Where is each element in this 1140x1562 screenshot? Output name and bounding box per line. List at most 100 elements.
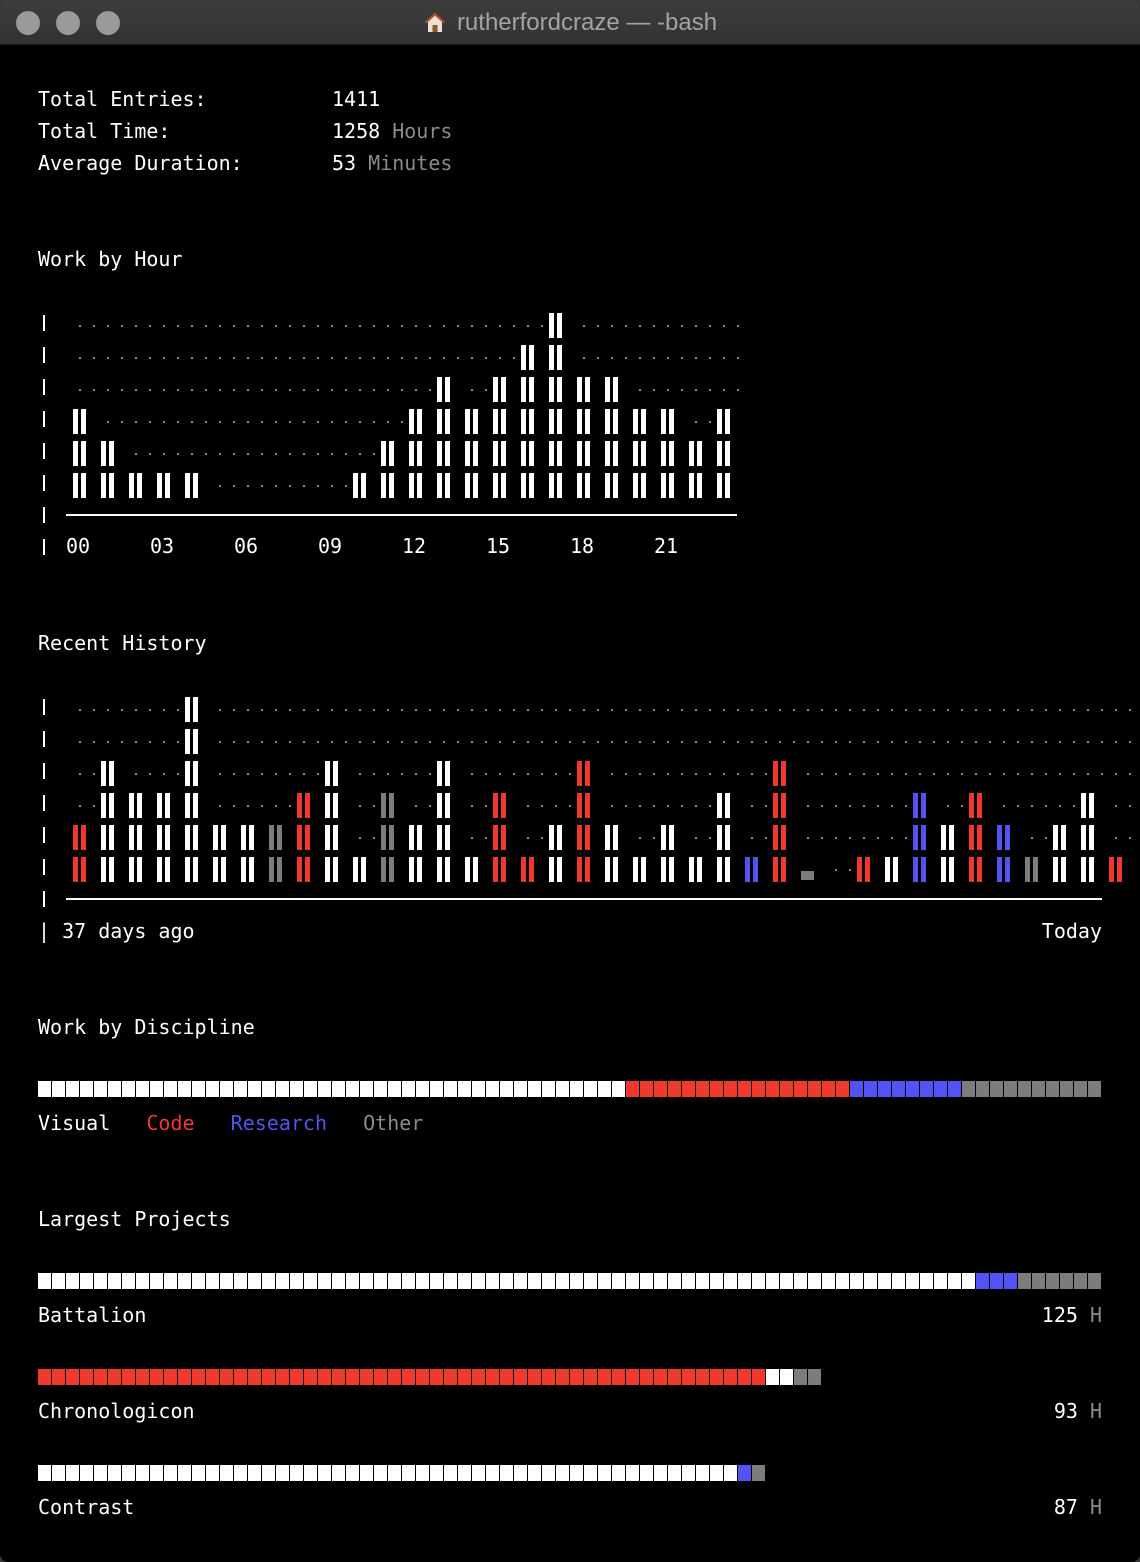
discipline-cell (486, 1081, 499, 1097)
discipline-cell (976, 1081, 989, 1097)
history-grid-dot (1003, 709, 1005, 711)
history-bar-cell (1025, 857, 1030, 882)
hour-bar-cell (73, 409, 78, 434)
project-0-cell (500, 1273, 513, 1289)
discipline-cell (164, 1081, 177, 1097)
discipline-cell (1032, 1081, 1045, 1097)
hour-bar-cell (641, 409, 646, 434)
hour-grid-dot (723, 357, 725, 359)
close-button[interactable] (16, 11, 40, 35)
hour-grid-dot (317, 421, 319, 423)
history-grid-dot (877, 773, 879, 775)
hour-bar-cell (109, 473, 114, 498)
hour-grid-dot (611, 325, 613, 327)
history-grid-dot (975, 709, 977, 711)
history-grid-dot (779, 741, 781, 743)
history-bar-cell (913, 793, 918, 818)
project-0-cell (80, 1273, 93, 1289)
history-grid-dot (835, 773, 837, 775)
history-bar-cell (445, 761, 450, 786)
discipline-cell (332, 1081, 345, 1097)
project-1-cell (430, 1369, 443, 1385)
history-bar-cell (781, 761, 786, 786)
hour-grid-dot (233, 389, 235, 391)
hour-bar-cell (437, 409, 442, 434)
history-bar-cell (389, 793, 394, 818)
hour-grid-dot (359, 389, 361, 391)
hour-bar-cell (409, 473, 414, 498)
history-grid-dot (359, 741, 361, 743)
history-grid-dot (695, 741, 697, 743)
history-grid-dot (1101, 709, 1103, 711)
hour-grid-dot (191, 421, 193, 423)
history-grid-dot (695, 805, 697, 807)
history-grid-dot (639, 805, 641, 807)
title-bar[interactable]: rutherfordcraze — -bash (0, 0, 1140, 45)
project-hours-0: 125 (1041, 1303, 1078, 1327)
history-bar-cell (241, 825, 246, 850)
history-bar-cell (1117, 857, 1122, 882)
project-0-cell (626, 1273, 639, 1289)
history-grid-dot (429, 805, 431, 807)
history-bar-cell (137, 857, 142, 882)
project-0-cell (1046, 1273, 1059, 1289)
hour-bar-cell (557, 377, 562, 402)
project-1-cell (234, 1369, 247, 1385)
history-grid-dot (1031, 773, 1033, 775)
project-0-cell (752, 1273, 765, 1289)
project-unit-0: H (1089, 1303, 1102, 1327)
history-bar-cell (913, 825, 918, 850)
project-0-cell (234, 1273, 247, 1289)
history-bar-cell (297, 825, 302, 850)
project-2-cell (528, 1465, 541, 1481)
hour-grid-dot (93, 357, 95, 359)
history-bar-cell (129, 857, 134, 882)
history-grid-dot (261, 709, 263, 711)
hour-grid-dot (471, 357, 473, 359)
history-grid-dot (597, 741, 599, 743)
history-bar-cell (773, 857, 778, 882)
hour-grid-dot (597, 325, 599, 327)
project-2-cell (234, 1465, 247, 1481)
history-grid-dot (751, 805, 753, 807)
history-bar-cell (605, 857, 610, 882)
hour-axis-pipe (43, 411, 45, 427)
project-1-cell (192, 1369, 205, 1385)
project-1-cell (80, 1369, 93, 1385)
hour-tick-label: 18 (570, 534, 594, 558)
project-1-cell (584, 1369, 597, 1385)
hour-bar-cell (417, 441, 422, 466)
history-grid-dot (1045, 773, 1047, 775)
project-hours-0-line: 125 H (1042, 1303, 1102, 1327)
zoom-button[interactable] (96, 11, 120, 35)
history-bar-cell (221, 825, 226, 850)
history-grid-dot (989, 709, 991, 711)
project-1-cell (94, 1369, 107, 1385)
history-bar-cell (73, 857, 78, 882)
project-1-cell (66, 1369, 79, 1385)
history-grid-dot (1115, 805, 1117, 807)
history-bar-cell (101, 825, 106, 850)
history-bar-cell (745, 857, 750, 882)
hour-bar-cell (605, 441, 610, 466)
discipline-cell (990, 1081, 1003, 1097)
history-bar-cell (129, 825, 134, 850)
hour-bar-cell (529, 345, 534, 370)
history-grid-dot (247, 741, 249, 743)
history-bar-cell (445, 857, 450, 882)
history-bar-cell (717, 793, 722, 818)
legend-visual: Visual (38, 1111, 111, 1135)
hour-bar-cell (445, 473, 450, 498)
history-grid-dot (751, 837, 753, 839)
legend-code: Code (146, 1111, 195, 1135)
history-bar-cell (213, 825, 218, 850)
hour-grid-dot (415, 357, 417, 359)
hour-grid-dot (359, 453, 361, 455)
terminal-content[interactable]: Total Entries: 1411 Total Time: 1258 Hou… (0, 45, 1140, 1562)
history-bar-cell (325, 825, 330, 850)
history-grid-dot (541, 805, 543, 807)
minimize-button[interactable] (56, 11, 80, 35)
history-grid-dot (541, 709, 543, 711)
project-0-cell (374, 1273, 387, 1289)
hour-bar-cell (81, 473, 86, 498)
